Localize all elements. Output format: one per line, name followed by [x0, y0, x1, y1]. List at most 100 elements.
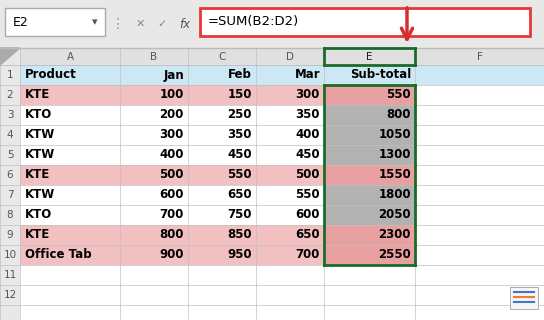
- Text: 550: 550: [386, 89, 411, 101]
- Bar: [0, 48, 544, 65]
- Text: KTW: KTW: [25, 188, 55, 202]
- Text: 950: 950: [227, 249, 252, 261]
- Text: 1550: 1550: [378, 169, 411, 181]
- Text: 650: 650: [295, 228, 320, 242]
- Bar: [0, 65, 20, 85]
- Text: 6: 6: [7, 170, 13, 180]
- Bar: [0, 165, 20, 185]
- Text: 200: 200: [159, 108, 184, 122]
- Text: ✕: ✕: [135, 19, 145, 29]
- Text: ✓: ✓: [157, 19, 166, 29]
- Text: 3: 3: [7, 110, 13, 120]
- Text: 5: 5: [7, 150, 13, 160]
- Bar: [0, 0, 544, 48]
- Bar: [0, 285, 20, 305]
- Text: 400: 400: [159, 148, 184, 162]
- Text: 150: 150: [227, 89, 252, 101]
- Text: 550: 550: [295, 188, 320, 202]
- Bar: [20, 225, 324, 245]
- Text: 1800: 1800: [379, 188, 411, 202]
- Bar: [510, 287, 538, 309]
- Text: B: B: [151, 52, 158, 61]
- Text: 7: 7: [7, 190, 13, 200]
- Text: KTW: KTW: [25, 129, 55, 141]
- Bar: [324, 125, 415, 145]
- Bar: [0, 48, 20, 320]
- Text: 2: 2: [7, 90, 13, 100]
- Bar: [415, 185, 544, 205]
- Text: 300: 300: [159, 129, 184, 141]
- Bar: [0, 48, 544, 320]
- Text: 300: 300: [295, 89, 320, 101]
- Bar: [20, 185, 324, 205]
- Text: 10: 10: [3, 250, 16, 260]
- Text: E2: E2: [13, 15, 29, 28]
- Text: 650: 650: [227, 188, 252, 202]
- Bar: [0, 85, 20, 105]
- Text: 900: 900: [159, 249, 184, 261]
- Text: fx: fx: [180, 18, 190, 30]
- Bar: [20, 165, 324, 185]
- Text: Product: Product: [25, 68, 77, 82]
- Text: 750: 750: [227, 209, 252, 221]
- Bar: [415, 125, 544, 145]
- Text: 350: 350: [227, 129, 252, 141]
- Bar: [20, 145, 324, 165]
- Bar: [20, 265, 544, 285]
- Text: 400: 400: [295, 129, 320, 141]
- Text: 700: 700: [159, 209, 184, 221]
- Text: 250: 250: [227, 108, 252, 122]
- Bar: [20, 65, 544, 85]
- Text: 500: 500: [159, 169, 184, 181]
- Text: 350: 350: [295, 108, 320, 122]
- Bar: [324, 185, 415, 205]
- Text: KTE: KTE: [25, 89, 50, 101]
- Bar: [324, 105, 415, 125]
- Bar: [0, 265, 20, 285]
- Text: C: C: [218, 52, 226, 61]
- Bar: [415, 225, 544, 245]
- Text: F: F: [477, 52, 483, 61]
- Text: KTE: KTE: [25, 169, 50, 181]
- Text: 9: 9: [7, 230, 13, 240]
- Text: 600: 600: [159, 188, 184, 202]
- Text: D: D: [286, 52, 294, 61]
- Bar: [415, 105, 544, 125]
- Text: 850: 850: [227, 228, 252, 242]
- Bar: [0, 125, 20, 145]
- Bar: [324, 225, 415, 245]
- Bar: [20, 105, 324, 125]
- Text: E: E: [366, 52, 373, 61]
- Bar: [20, 125, 324, 145]
- Text: Sub-total: Sub-total: [350, 68, 411, 82]
- Text: 700: 700: [295, 249, 320, 261]
- Text: ▾: ▾: [92, 17, 98, 27]
- Text: 2300: 2300: [379, 228, 411, 242]
- Text: 450: 450: [227, 148, 252, 162]
- Text: 800: 800: [159, 228, 184, 242]
- Text: KTE: KTE: [25, 228, 50, 242]
- Bar: [20, 285, 544, 305]
- Bar: [415, 245, 544, 265]
- Text: KTW: KTW: [25, 148, 55, 162]
- Text: 800: 800: [386, 108, 411, 122]
- Text: Office Tab: Office Tab: [25, 249, 91, 261]
- Bar: [200, 8, 530, 36]
- Text: 2550: 2550: [378, 249, 411, 261]
- Text: 2050: 2050: [379, 209, 411, 221]
- Text: =SUM(B2:D2): =SUM(B2:D2): [208, 15, 299, 28]
- Text: 100: 100: [159, 89, 184, 101]
- Text: 550: 550: [227, 169, 252, 181]
- Bar: [415, 165, 544, 185]
- Bar: [0, 105, 20, 125]
- Bar: [415, 205, 544, 225]
- Text: 11: 11: [3, 270, 17, 280]
- Bar: [324, 205, 415, 225]
- Text: 600: 600: [295, 209, 320, 221]
- Text: Feb: Feb: [228, 68, 252, 82]
- Bar: [20, 245, 324, 265]
- Bar: [20, 205, 324, 225]
- Bar: [324, 165, 415, 185]
- Bar: [0, 185, 20, 205]
- Bar: [0, 225, 20, 245]
